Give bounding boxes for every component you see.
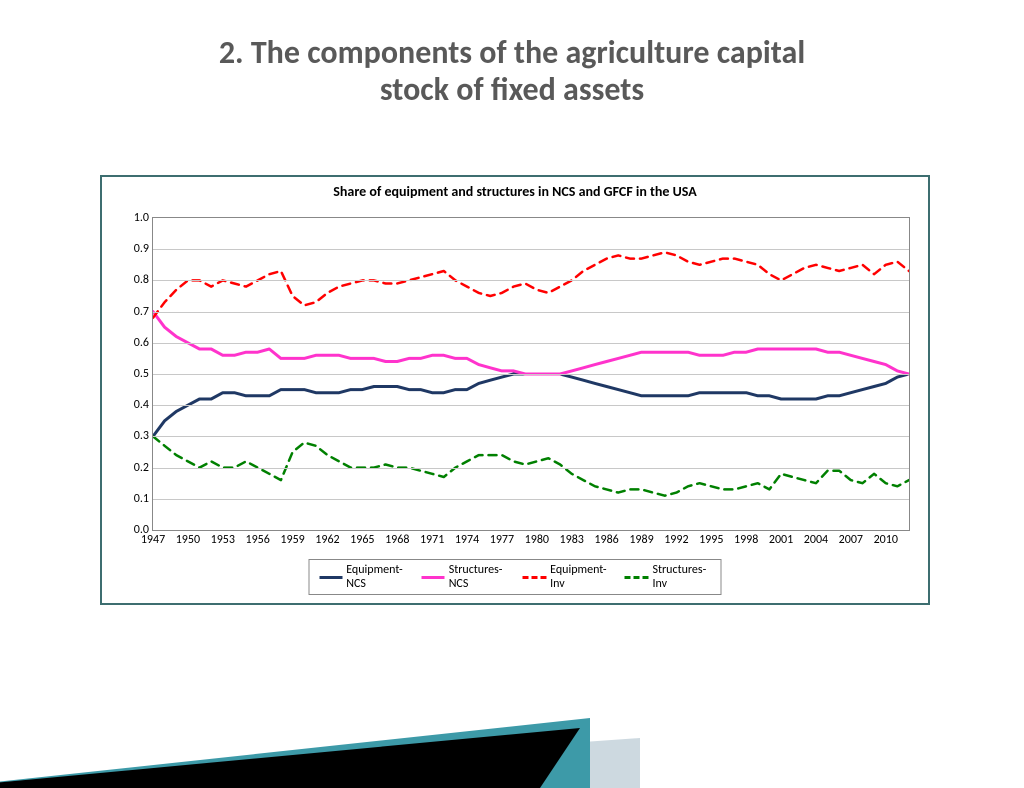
- legend-swatch: [422, 576, 445, 579]
- x-tick-label: 1995: [699, 533, 723, 547]
- legend-item: Equipment-Inv: [522, 563, 610, 591]
- gridline: [153, 343, 909, 344]
- x-tick-label: 1962: [315, 533, 339, 547]
- gridline: [153, 405, 909, 406]
- series-equipment-inv: [153, 252, 909, 317]
- y-tick-label: 1.0: [134, 211, 149, 225]
- legend-swatch: [522, 576, 546, 579]
- gridline: [153, 468, 909, 469]
- x-tick-label: 2007: [839, 533, 863, 547]
- x-tick-label: 1947: [141, 533, 165, 547]
- slide-decor: [0, 608, 640, 788]
- y-tick-label: 0.9: [134, 242, 149, 256]
- y-tick-label: 0.1: [134, 492, 149, 506]
- gridline: [153, 436, 909, 437]
- legend-item: Equipment-NCS: [320, 563, 408, 591]
- x-tick-label: 2001: [769, 533, 793, 547]
- slide-title: 2. The components of the agriculture cap…: [0, 0, 1024, 109]
- y-tick-label: 0.4: [134, 398, 149, 412]
- x-tick-label: 1950: [176, 533, 200, 547]
- x-tick-label: 1974: [455, 533, 479, 547]
- x-tick-label: 1965: [350, 533, 374, 547]
- x-tick-label: 2010: [874, 533, 898, 547]
- y-tick-label: 0.2: [134, 461, 149, 475]
- y-tick-label: 0.3: [134, 429, 149, 443]
- y-tick-label: 0.5: [134, 367, 149, 381]
- x-tick-label: 1989: [629, 533, 653, 547]
- chart-title: Share of equipment and structures in NCS…: [102, 177, 928, 200]
- x-tick-label: 1983: [560, 533, 584, 547]
- chart-container: Share of equipment and structures in NCS…: [100, 175, 930, 605]
- slide-title-line2: stock of fixed assets: [60, 72, 964, 109]
- legend-item: Structures-Inv: [625, 563, 711, 591]
- x-tick-label: 1977: [490, 533, 514, 547]
- gridline: [153, 280, 909, 281]
- y-tick-label: 0.7: [134, 305, 149, 319]
- y-tick-label: 0.6: [134, 336, 149, 350]
- legend-item: Structures-NCS: [422, 563, 508, 591]
- gridline: [153, 499, 909, 500]
- legend-label: Structures-NCS: [449, 563, 509, 591]
- legend-swatch: [625, 576, 649, 579]
- slide-title-line1: 2. The components of the agriculture cap…: [60, 35, 964, 72]
- x-tick-label: 2004: [804, 533, 828, 547]
- gridline: [153, 312, 909, 313]
- y-tick-label: 0.8: [134, 273, 149, 287]
- gridline: [153, 374, 909, 375]
- x-tick-label: 1992: [664, 533, 688, 547]
- x-tick-label: 1998: [734, 533, 758, 547]
- chart-legend: Equipment-NCS Structures-NCS Equipment-Inv…: [309, 559, 722, 595]
- legend-label: Structures-Inv: [652, 563, 710, 591]
- x-tick-label: 1971: [420, 533, 444, 547]
- gridline: [153, 249, 909, 250]
- x-tick-label: 1980: [525, 533, 549, 547]
- x-tick-label: 1968: [385, 533, 409, 547]
- x-tick-label: 1953: [211, 533, 235, 547]
- x-tick-label: 1959: [280, 533, 304, 547]
- legend-label: Equipment-NCS: [346, 563, 408, 591]
- plot-area: 0.00.10.20.30.40.50.60.70.80.91.01947195…: [152, 217, 910, 531]
- x-tick-label: 1956: [246, 533, 270, 547]
- series-structures-inv: [153, 436, 909, 495]
- legend-swatch: [320, 576, 343, 579]
- x-tick-label: 1986: [594, 533, 618, 547]
- legend-label: Equipment-Inv: [550, 563, 611, 591]
